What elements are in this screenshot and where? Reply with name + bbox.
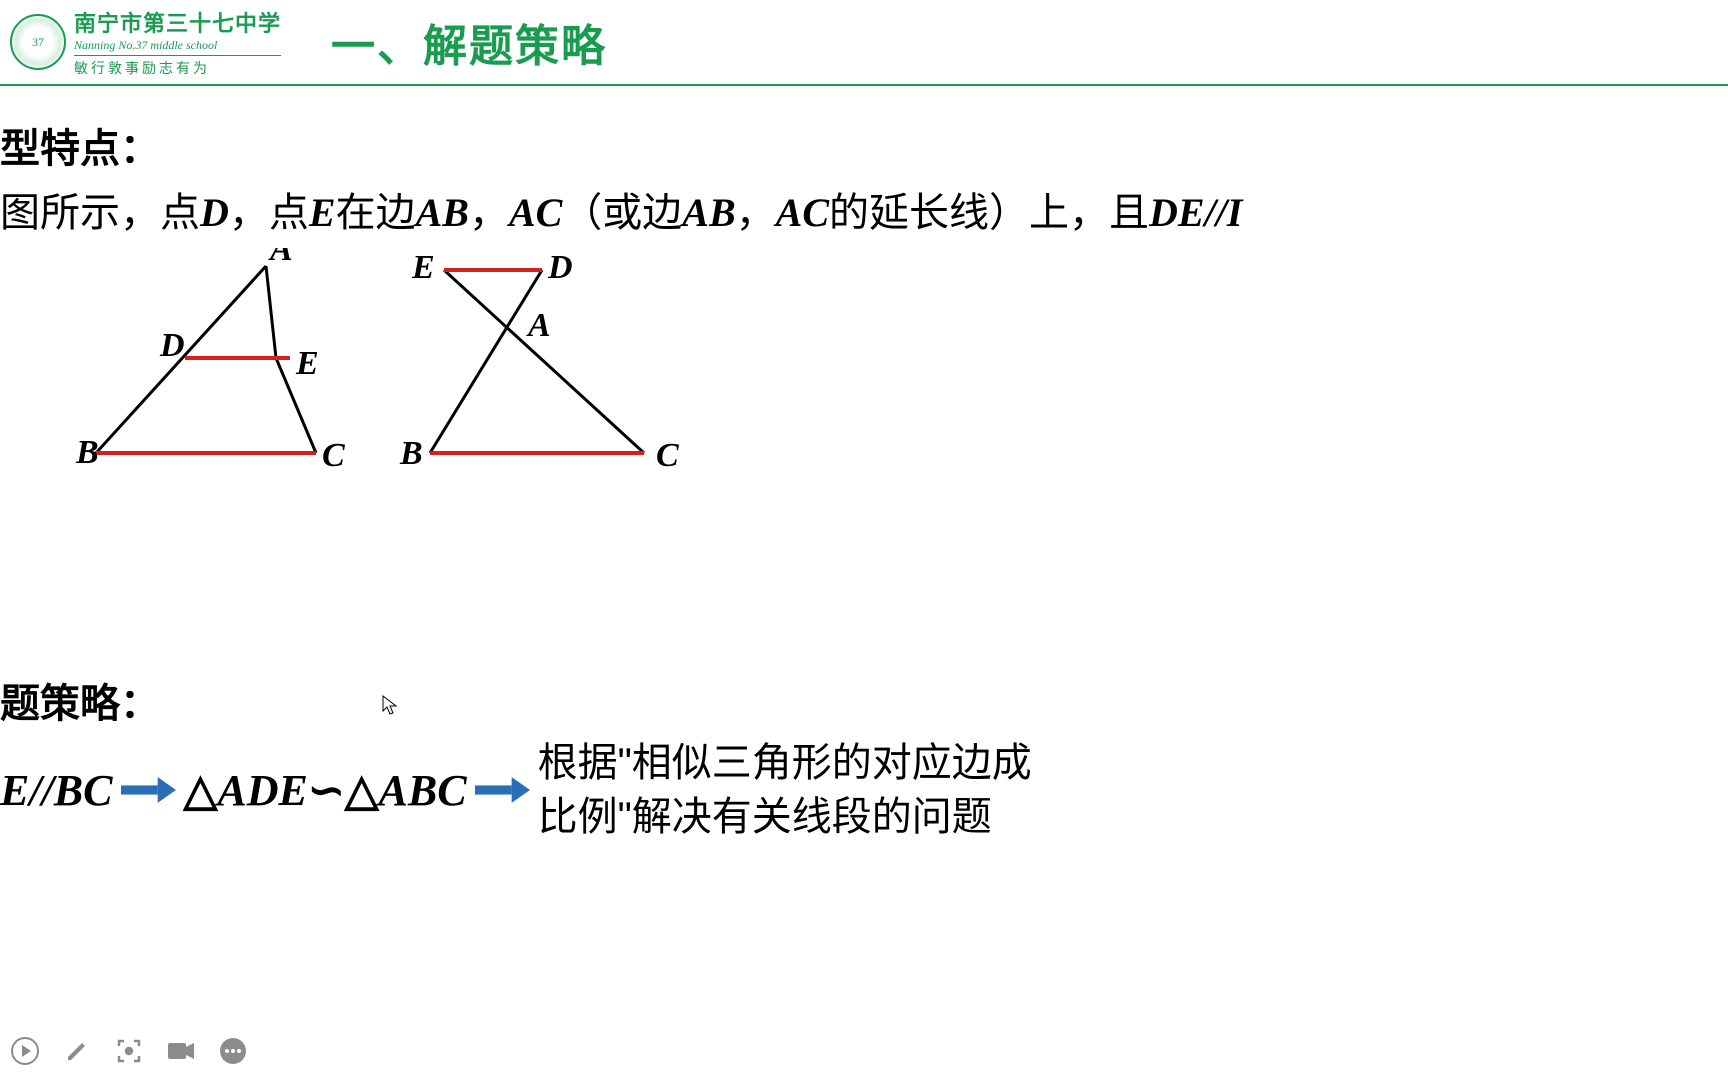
- school-name-block: 南宁市第三十七中学 Nanning No.37 middle school 敏行…: [74, 6, 281, 78]
- page-title: 一、解题策略: [331, 10, 607, 74]
- label-C: C: [322, 437, 345, 474]
- var-DE: DE: [1149, 190, 1205, 235]
- section-heading-2: 题策略：: [0, 671, 160, 729]
- var-D: D: [200, 190, 229, 235]
- label-C2: C: [656, 437, 679, 474]
- play-button[interactable]: [10, 1036, 40, 1066]
- header-bar: 37 南宁市第三十七中学 Nanning No.37 middle school…: [0, 0, 1728, 86]
- more-icon[interactable]: [218, 1036, 248, 1066]
- triangles-svg: A B C D E E D A B C: [40, 248, 720, 498]
- label-A2: A: [526, 307, 551, 344]
- var-tail: I: [1227, 190, 1243, 235]
- focus-icon[interactable]: [114, 1036, 144, 1066]
- presentation-toolbar: [0, 1022, 1728, 1080]
- arrow-icon: [475, 776, 530, 804]
- label-D: D: [159, 327, 185, 364]
- school-motto: 敏行敦事励志有为: [74, 58, 281, 78]
- mouse-cursor-icon: [382, 695, 398, 723]
- var-AB: AB: [682, 190, 735, 235]
- expr-parallel: E//BC: [0, 765, 113, 816]
- school-name-en: Nanning No.37 middle school: [74, 38, 281, 56]
- section-heading-1: 型特点：: [0, 116, 1728, 174]
- label-B: B: [75, 434, 99, 471]
- txt: （或边: [562, 190, 682, 235]
- txt: 在边: [336, 190, 416, 235]
- var-E: E: [309, 190, 336, 235]
- camera-icon[interactable]: [166, 1036, 196, 1066]
- var-AC: AC: [509, 190, 562, 235]
- var-AC: AC: [776, 190, 829, 235]
- pen-icon[interactable]: [62, 1036, 92, 1066]
- label-A: A: [268, 248, 293, 268]
- label-E: E: [295, 345, 319, 382]
- description-line: 图所示，点D，点E在边AB，AC（或边AB，AC的延长线）上，且DE//I: [0, 180, 1728, 238]
- content-area: 型特点： 图所示，点D，点E在边AB，AC（或边AB，AC的延长线）上，且DE/…: [0, 86, 1728, 508]
- school-name-cn: 南宁市第三十七中学: [74, 6, 281, 38]
- conclusion-line2: 比例"解决有关线段的问题: [538, 790, 1032, 844]
- var-AB: AB: [416, 190, 469, 235]
- txt: 图所示，点: [0, 190, 200, 235]
- conclusion-line1: 根据"相似三角形的对应边成: [538, 736, 1032, 790]
- strategy-row: E//BC △ADE∽△ABC 根据"相似三角形的对应边成 比例"解决有关线段的…: [0, 736, 1032, 844]
- arrow-icon: [121, 776, 176, 804]
- conclusion-text: 根据"相似三角形的对应边成 比例"解决有关线段的问题: [538, 736, 1032, 844]
- txt: ，点: [229, 190, 309, 235]
- geometry-diagrams: A B C D E E D A B C: [40, 248, 1728, 508]
- expr-similar: △ADE∽△ABC: [184, 765, 467, 816]
- label-E2: E: [411, 249, 435, 286]
- label-B2: B: [399, 435, 423, 472]
- parallel-symbol: //: [1205, 190, 1227, 235]
- school-logo: 37: [10, 14, 66, 70]
- label-D2: D: [547, 249, 573, 286]
- txt: 的延长线）上，且: [829, 190, 1149, 235]
- txt: ，: [736, 190, 776, 235]
- txt: ，: [469, 190, 509, 235]
